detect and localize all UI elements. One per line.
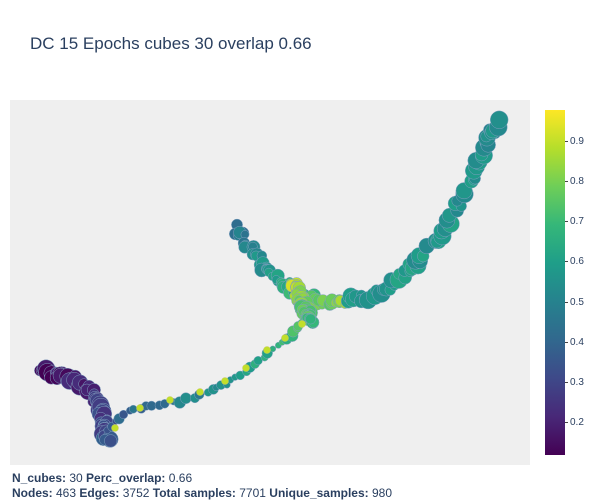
graph-node[interactable] xyxy=(242,364,250,372)
footer-line2-label-3: Unique_samples: xyxy=(269,486,369,500)
graph-node[interactable] xyxy=(104,434,118,448)
colorbar-tick: 0.2 xyxy=(565,416,584,428)
graph-node[interactable] xyxy=(281,334,289,342)
chart-title: DC 15 Epochs cubes 30 overlap 0.66 xyxy=(30,34,312,53)
graph-node[interactable] xyxy=(263,346,271,354)
graph-edges xyxy=(39,121,499,441)
colorbar-tick: 0.6 xyxy=(565,256,584,268)
footer-line2-label-0: Nodes: xyxy=(12,486,53,500)
colorbar-gradient xyxy=(545,110,565,455)
footer-line2-value-3: 980 xyxy=(368,486,393,500)
graph-node[interactable] xyxy=(490,110,509,129)
plot-area[interactable] xyxy=(10,100,530,465)
graph-node[interactable] xyxy=(305,313,316,325)
footer-line2-label-2: Total samples: xyxy=(152,486,236,500)
graph-node[interactable] xyxy=(136,404,144,412)
footer-line-1: N_cubes: 30 Perc_overlap: 0.66 xyxy=(12,471,392,486)
colorbar: 0.2 0.3 0.4 0.5 0.6 0.7 0.8 0.9 xyxy=(545,110,584,455)
graph-node[interactable] xyxy=(221,377,229,385)
footer-line2-value-0: 463 xyxy=(52,486,80,500)
colorbar-tick: 0.8 xyxy=(565,176,584,188)
graph-node[interactable] xyxy=(118,409,129,420)
graph-node[interactable] xyxy=(111,424,119,432)
colorbar-tick: 0.4 xyxy=(565,336,584,348)
graph-node[interactable] xyxy=(298,320,306,328)
footer-line1-value-1: 0.66 xyxy=(165,471,193,485)
footer-line2-label-1: Edges: xyxy=(79,486,120,500)
graph-node[interactable] xyxy=(129,404,138,414)
graph-node[interactable] xyxy=(269,345,277,353)
footer-line1-value-0: 30 xyxy=(66,471,87,485)
mapper-graph-svg[interactable] xyxy=(10,100,530,465)
footer-line2-value-2: 7701 xyxy=(235,486,270,500)
footer-line-2: Nodes: 463 Edges: 3752 Total samples: 77… xyxy=(12,486,392,501)
graph-node[interactable] xyxy=(180,392,192,404)
graph-node[interactable] xyxy=(166,396,174,404)
colorbar-tick: 0.9 xyxy=(565,136,584,148)
colorbar-tick: 0.7 xyxy=(565,216,584,228)
graph-nodes[interactable] xyxy=(34,110,509,448)
footer-line1-label-1: Perc_overlap: xyxy=(86,471,166,485)
footer-line1-label-0: N_cubes: xyxy=(12,471,67,485)
graph-edge xyxy=(106,321,303,431)
colorbar-tick: 0.3 xyxy=(565,376,584,388)
graph-stats-footer: N_cubes: 30 Perc_overlap: 0.66 Nodes: 46… xyxy=(12,471,392,501)
graph-node[interactable] xyxy=(196,388,204,396)
colorbar-tick: 0.5 xyxy=(565,296,584,308)
footer-line2-value-1: 3752 xyxy=(119,486,153,500)
graph-node[interactable] xyxy=(253,356,263,366)
